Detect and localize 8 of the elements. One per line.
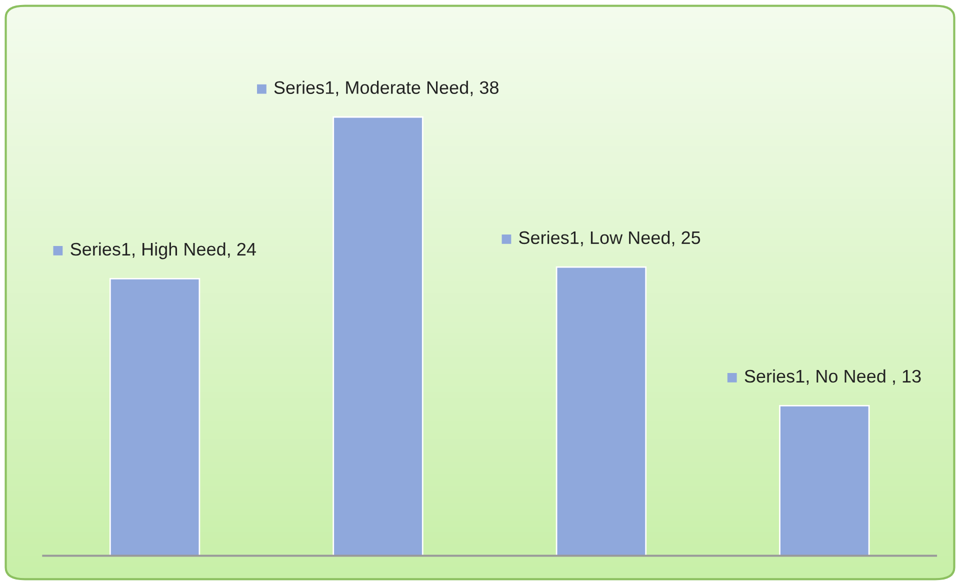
bar [332, 116, 424, 556]
data-label: Series1, Low Need, 25 [519, 230, 700, 246]
data-label: Series1, High Need, 24 [70, 242, 256, 260]
bar [109, 278, 200, 556]
data-label: Series1, No Need , 13 [744, 369, 921, 385]
bar [779, 404, 870, 556]
bar [556, 266, 647, 556]
data-label: Series1, Moderate Need, 38 [274, 80, 498, 96]
